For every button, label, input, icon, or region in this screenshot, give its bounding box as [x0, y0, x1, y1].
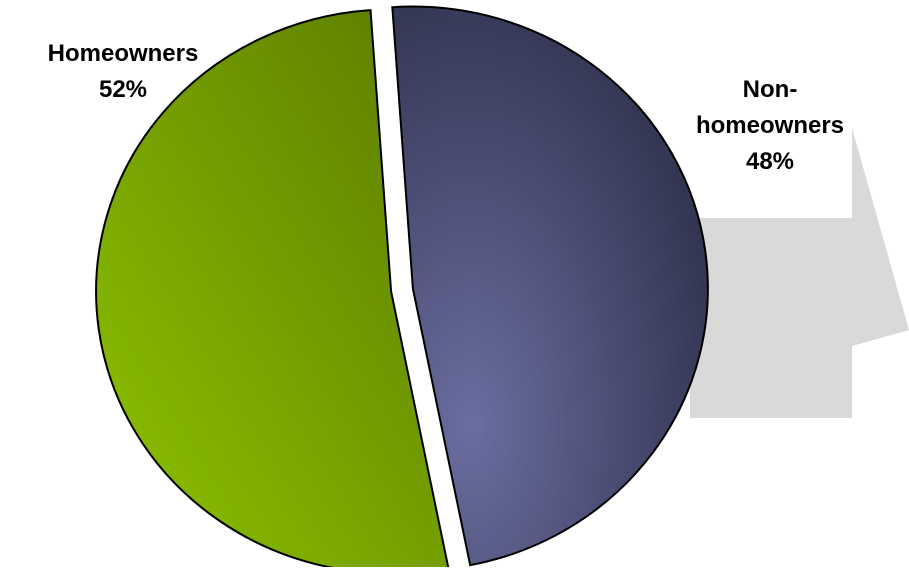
slice-label-homeowners-name: Homeowners: [47, 40, 199, 67]
slice-non-homeowners: [391, 5, 709, 567]
background-arrow: [690, 128, 909, 418]
slice-label-non-homeowners: Non- homeowners 48%: [660, 72, 880, 180]
slice-label-non-homeowners-percent: 48%: [745, 148, 795, 175]
slice-label-non-homeowners-name-line2: homeowners: [695, 112, 845, 139]
slice-label-homeowners: Homeowners 52%: [18, 36, 228, 108]
slice-label-homeowners-percent: 52%: [98, 76, 148, 103]
slice-homeowners: [95, 9, 450, 572]
slice-label-non-homeowners-name-line1: Non-: [742, 76, 798, 103]
